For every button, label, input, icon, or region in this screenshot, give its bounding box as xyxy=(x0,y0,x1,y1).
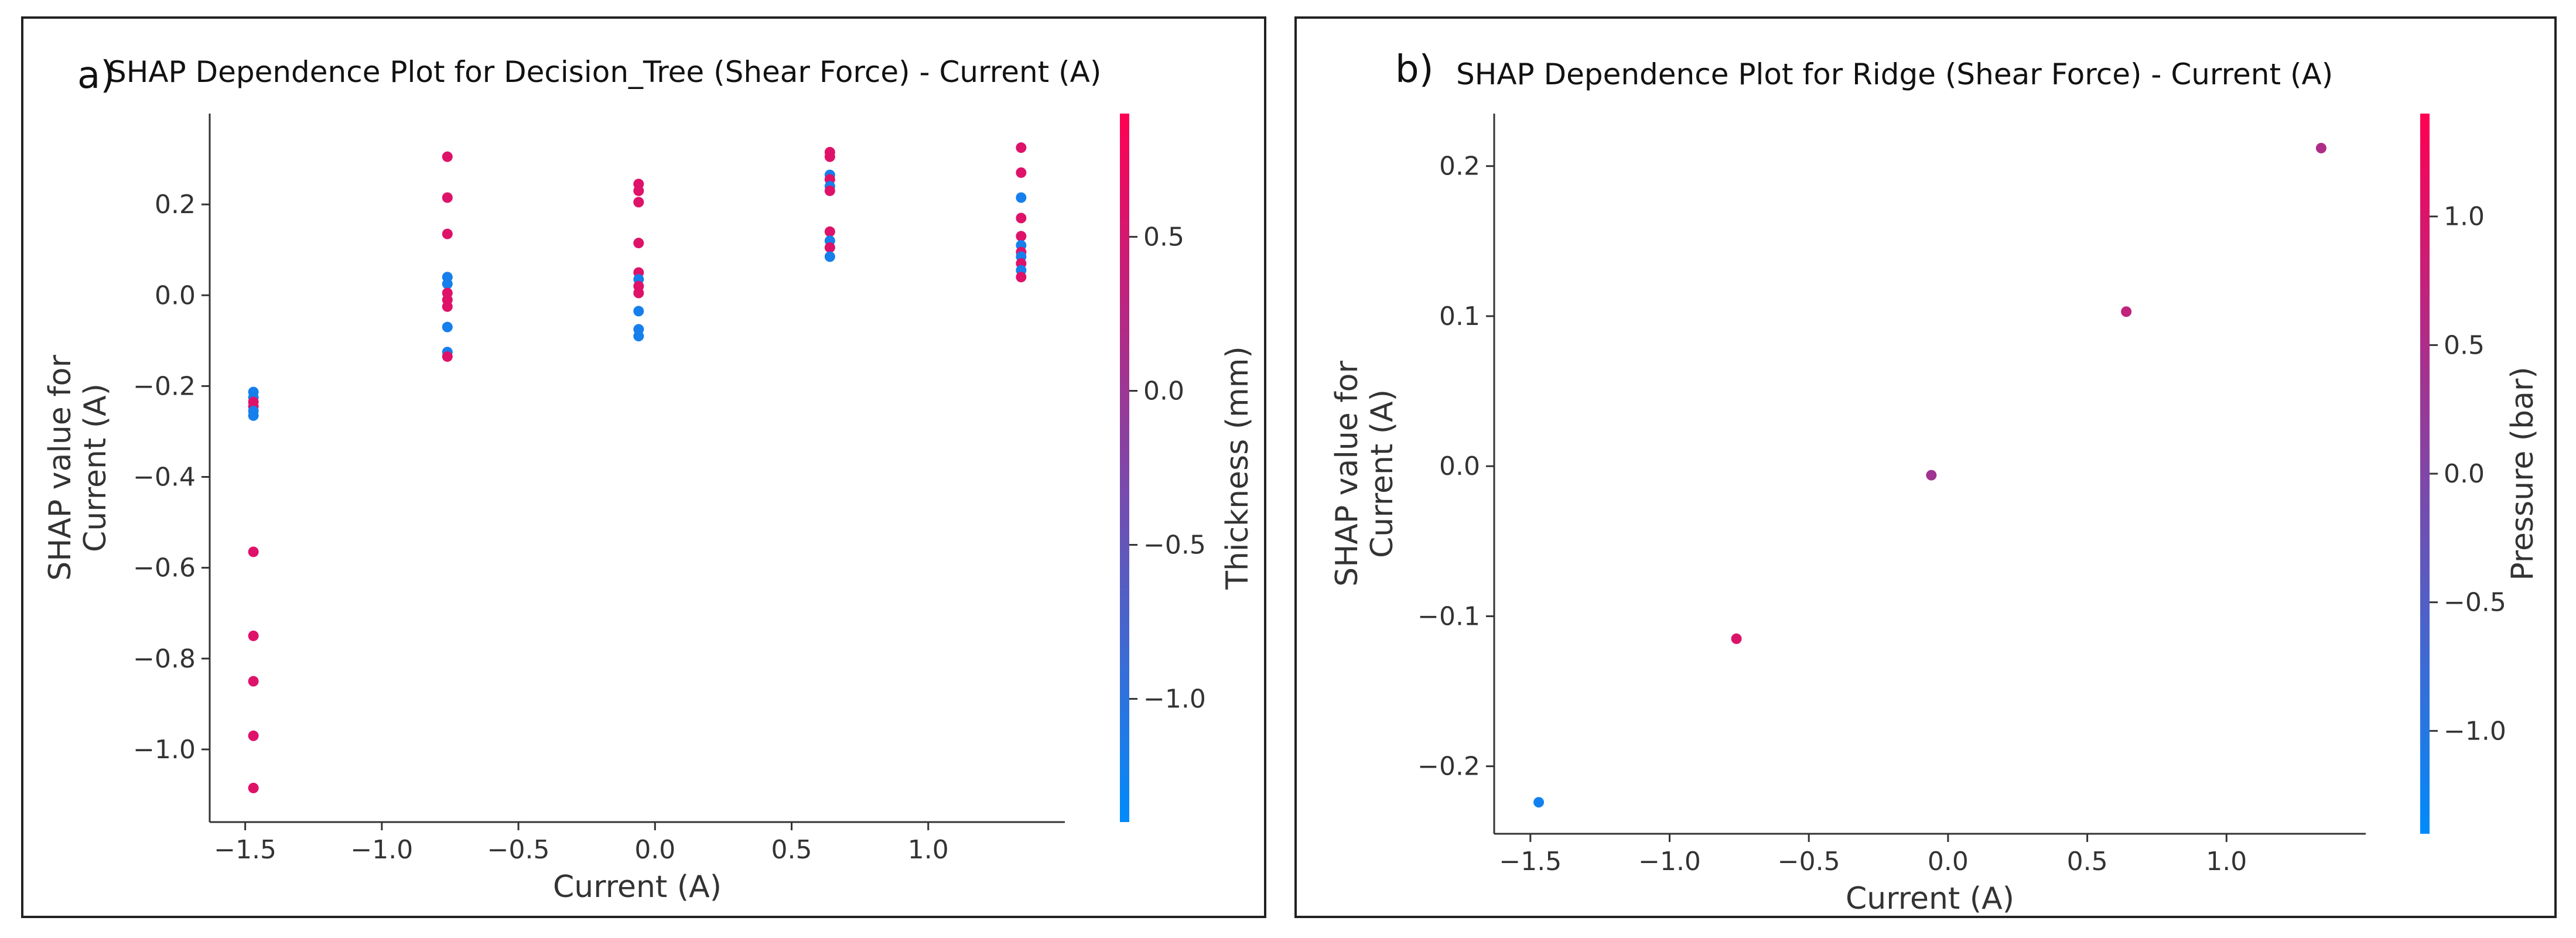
data-point xyxy=(248,630,259,641)
x-tick-label: −1.5 xyxy=(214,835,276,865)
data-point xyxy=(824,251,835,262)
x-tick-label: 0.5 xyxy=(2067,847,2108,877)
data-point xyxy=(633,331,644,342)
data-point xyxy=(442,278,453,289)
colorbar-tick-label: 0.0 xyxy=(2444,459,2485,489)
data-point xyxy=(824,185,835,196)
y-tick-label: −0.2 xyxy=(1417,752,1480,782)
data-point xyxy=(442,151,453,162)
colorbar-tick-label: −0.5 xyxy=(2444,588,2506,618)
panel-a: a) SHAP Dependence Plot for Decision_Tree… xyxy=(21,16,1266,918)
x-tick-label: 0.5 xyxy=(771,835,812,865)
y-tick-label: 0.0 xyxy=(1439,451,1480,481)
data-point xyxy=(248,782,259,793)
colorbar-tick-label: −1.0 xyxy=(2444,716,2506,746)
data-point xyxy=(1016,192,1027,203)
data-point xyxy=(2121,306,2132,317)
x-axis-label: Current (A) xyxy=(553,869,722,905)
data-point xyxy=(442,301,453,312)
y-tick-label: −0.8 xyxy=(133,644,196,674)
data-point xyxy=(1533,797,1545,808)
panel-letter: a) xyxy=(77,54,115,97)
data-point xyxy=(442,192,453,203)
colorbar-tick-label: 1.0 xyxy=(2444,202,2485,232)
x-axis-label: Current (A) xyxy=(1846,881,2014,916)
x-tick-label: 0.0 xyxy=(634,835,675,865)
y-axis-label-line: SHAP value for xyxy=(43,355,78,581)
data-point xyxy=(824,226,835,237)
colorbar-label: Thickness (mm) xyxy=(1220,346,1255,590)
data-point xyxy=(824,151,835,162)
x-tick-label: −0.5 xyxy=(487,835,550,865)
y-tick-label: −0.4 xyxy=(133,463,196,492)
data-point xyxy=(442,351,453,362)
y-tick-label: 0.0 xyxy=(155,280,196,310)
x-tick-label: −0.5 xyxy=(1778,847,1840,877)
x-tick-label: −1.0 xyxy=(1638,847,1701,877)
colorbar xyxy=(2420,114,2430,834)
data-point xyxy=(633,185,644,196)
x-tick-label: −1.0 xyxy=(350,835,413,865)
data-point xyxy=(633,238,644,249)
data-point xyxy=(633,287,644,299)
data-point xyxy=(248,410,259,421)
data-point xyxy=(248,676,259,687)
x-tick-label: 1.0 xyxy=(908,835,949,865)
x-tick-label: 0.0 xyxy=(1928,847,1969,877)
chart-b-svg: b) SHAP Dependence Plot for Ridge (Shear … xyxy=(1330,48,2540,916)
y-tick-label: 0.2 xyxy=(1439,152,1480,182)
chart-title: SHAP Dependence Plot for Ridge (Shear Fo… xyxy=(1456,57,2333,91)
colorbar xyxy=(1120,114,1129,822)
colorbar-label: Pressure (bar) xyxy=(2505,367,2540,580)
x-tick-label: −1.5 xyxy=(1499,847,1562,877)
colorbar-tick-label: 0.0 xyxy=(1143,376,1184,406)
y-axis-label-line: SHAP value for xyxy=(1330,361,1365,587)
x-tick-label: 1.0 xyxy=(2206,847,2247,877)
y-tick-label: −0.6 xyxy=(133,553,196,583)
y-tick-label: −1.0 xyxy=(133,735,196,765)
chart-title: SHAP Dependence Plot for Decision_Tree (… xyxy=(108,55,1101,89)
panel-b: b) SHAP Dependence Plot for Ridge (Shear … xyxy=(1294,16,2557,918)
y-tick-label: 0.2 xyxy=(155,190,196,220)
data-point xyxy=(2315,142,2326,153)
data-point xyxy=(1016,213,1027,224)
panel-letter: b) xyxy=(1395,48,1434,91)
colorbar-tick-label: −0.5 xyxy=(1143,530,1206,560)
data-point xyxy=(248,730,259,741)
data-point xyxy=(633,306,644,317)
data-point xyxy=(1016,272,1027,283)
data-point xyxy=(442,228,453,239)
data-point xyxy=(442,321,453,333)
data-point xyxy=(1731,633,1742,644)
y-tick-label: 0.1 xyxy=(1439,302,1480,331)
y-tick-label: −0.2 xyxy=(133,371,196,401)
y-tick-label: −0.1 xyxy=(1417,601,1480,631)
data-point xyxy=(1926,470,1937,481)
chart-a-svg: a)SHAP Dependence Plot for Decision_Tree… xyxy=(43,54,1255,905)
data-point xyxy=(1016,231,1027,242)
colorbar-tick-label: 0.5 xyxy=(1143,222,1184,252)
colorbar-tick-label: 0.5 xyxy=(2444,330,2485,360)
colorbar-tick-label: −1.0 xyxy=(1143,684,1206,714)
data-point xyxy=(1016,167,1027,178)
y-axis-label-line: Current (A) xyxy=(1365,389,1400,558)
data-point xyxy=(1016,142,1027,153)
data-point xyxy=(248,546,259,557)
y-axis-label-line: Current (A) xyxy=(78,384,113,552)
data-point xyxy=(633,197,644,208)
data-point xyxy=(824,242,835,253)
